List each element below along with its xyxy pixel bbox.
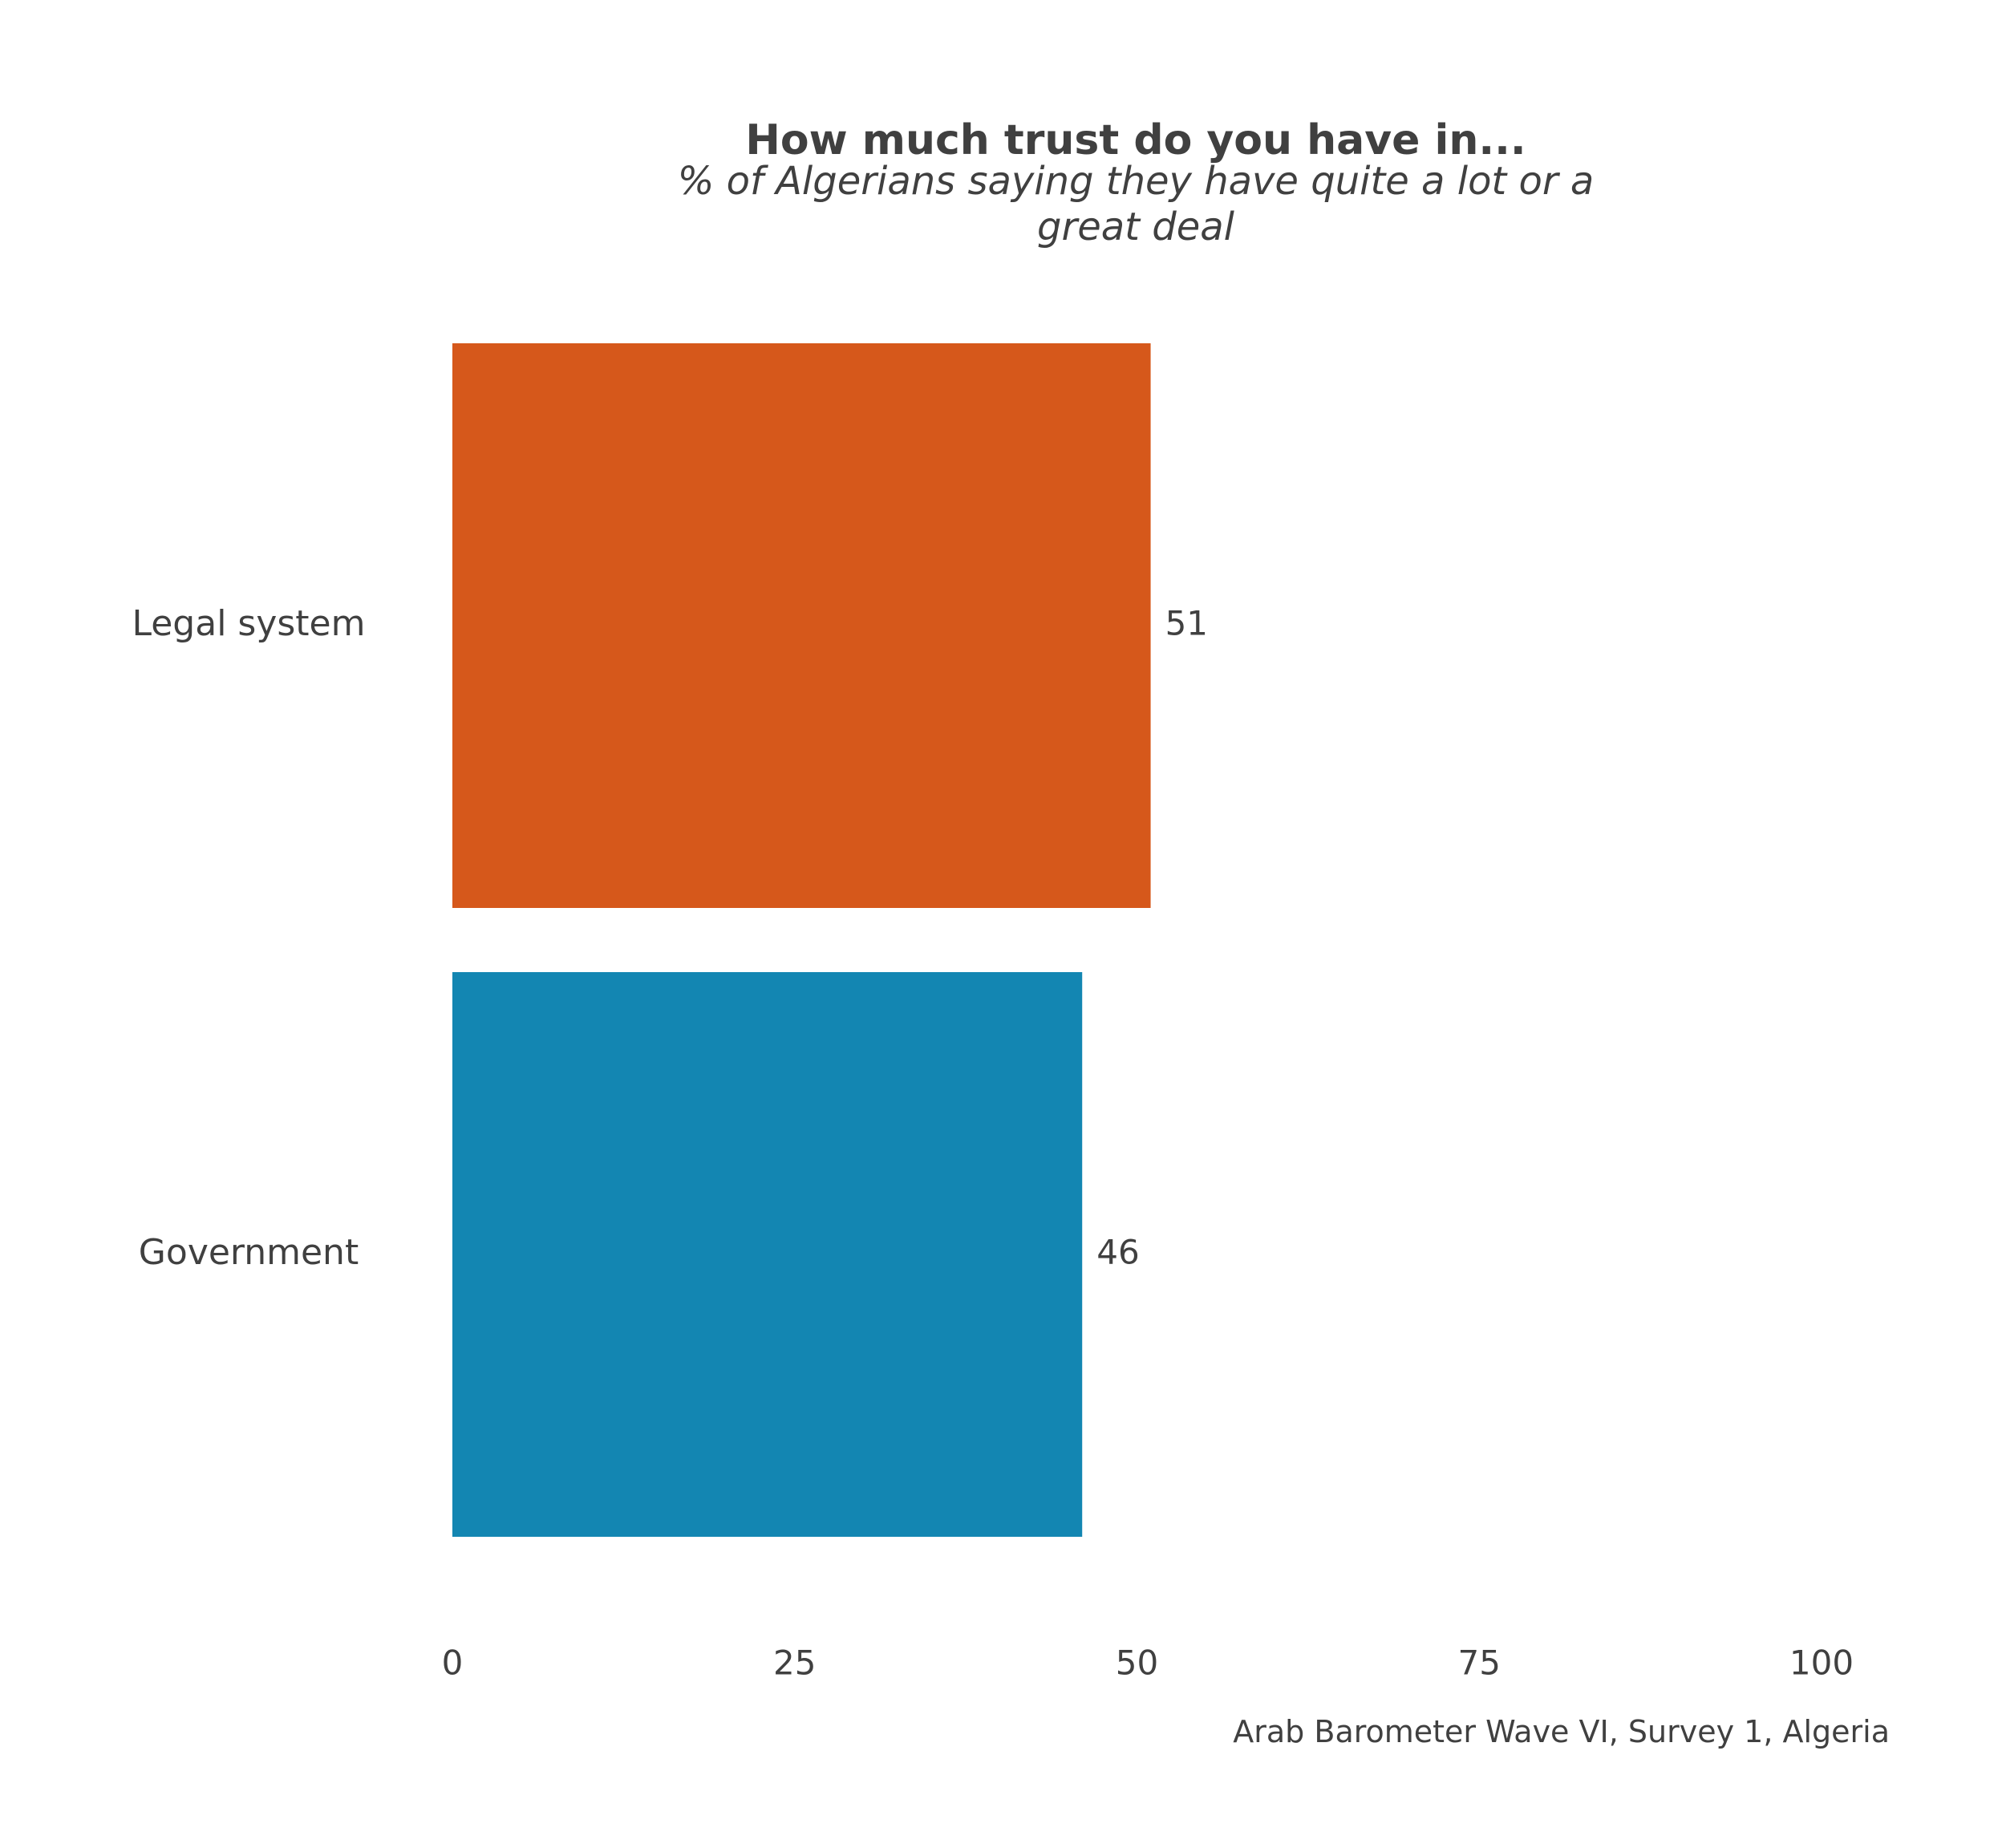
x-tick-label-75: 75 xyxy=(1458,1643,1501,1683)
bars-group xyxy=(452,343,1151,1537)
chart-title: How much trust do you have in... xyxy=(745,116,1526,164)
category-label-government: Government xyxy=(139,1232,359,1273)
chart-subtitle-line-2: great deal xyxy=(1037,205,1235,249)
x-tick-label-100: 100 xyxy=(1789,1643,1854,1683)
x-tick-label-50: 50 xyxy=(1116,1643,1158,1683)
chart-caption: Arab Barometer Wave VI, Survey 1, Algeri… xyxy=(1233,1714,1890,1749)
category-label-legal-system: Legal system xyxy=(132,603,366,644)
value-labels-group: 51 46 xyxy=(1096,604,1208,1272)
category-labels-group: Legal system Government xyxy=(132,603,366,1273)
x-tick-label-0: 0 xyxy=(442,1643,464,1683)
bar-legal-system xyxy=(452,343,1151,908)
value-label-government: 46 xyxy=(1096,1233,1139,1272)
chart-subtitle-line-1: % of Algerians saying they have quite a … xyxy=(678,159,1595,204)
x-tick-label-25: 25 xyxy=(773,1643,816,1683)
bar-government xyxy=(452,972,1083,1537)
value-label-legal-system: 51 xyxy=(1165,604,1208,643)
x-axis-tick-labels: 0 25 50 75 100 xyxy=(442,1643,1854,1683)
